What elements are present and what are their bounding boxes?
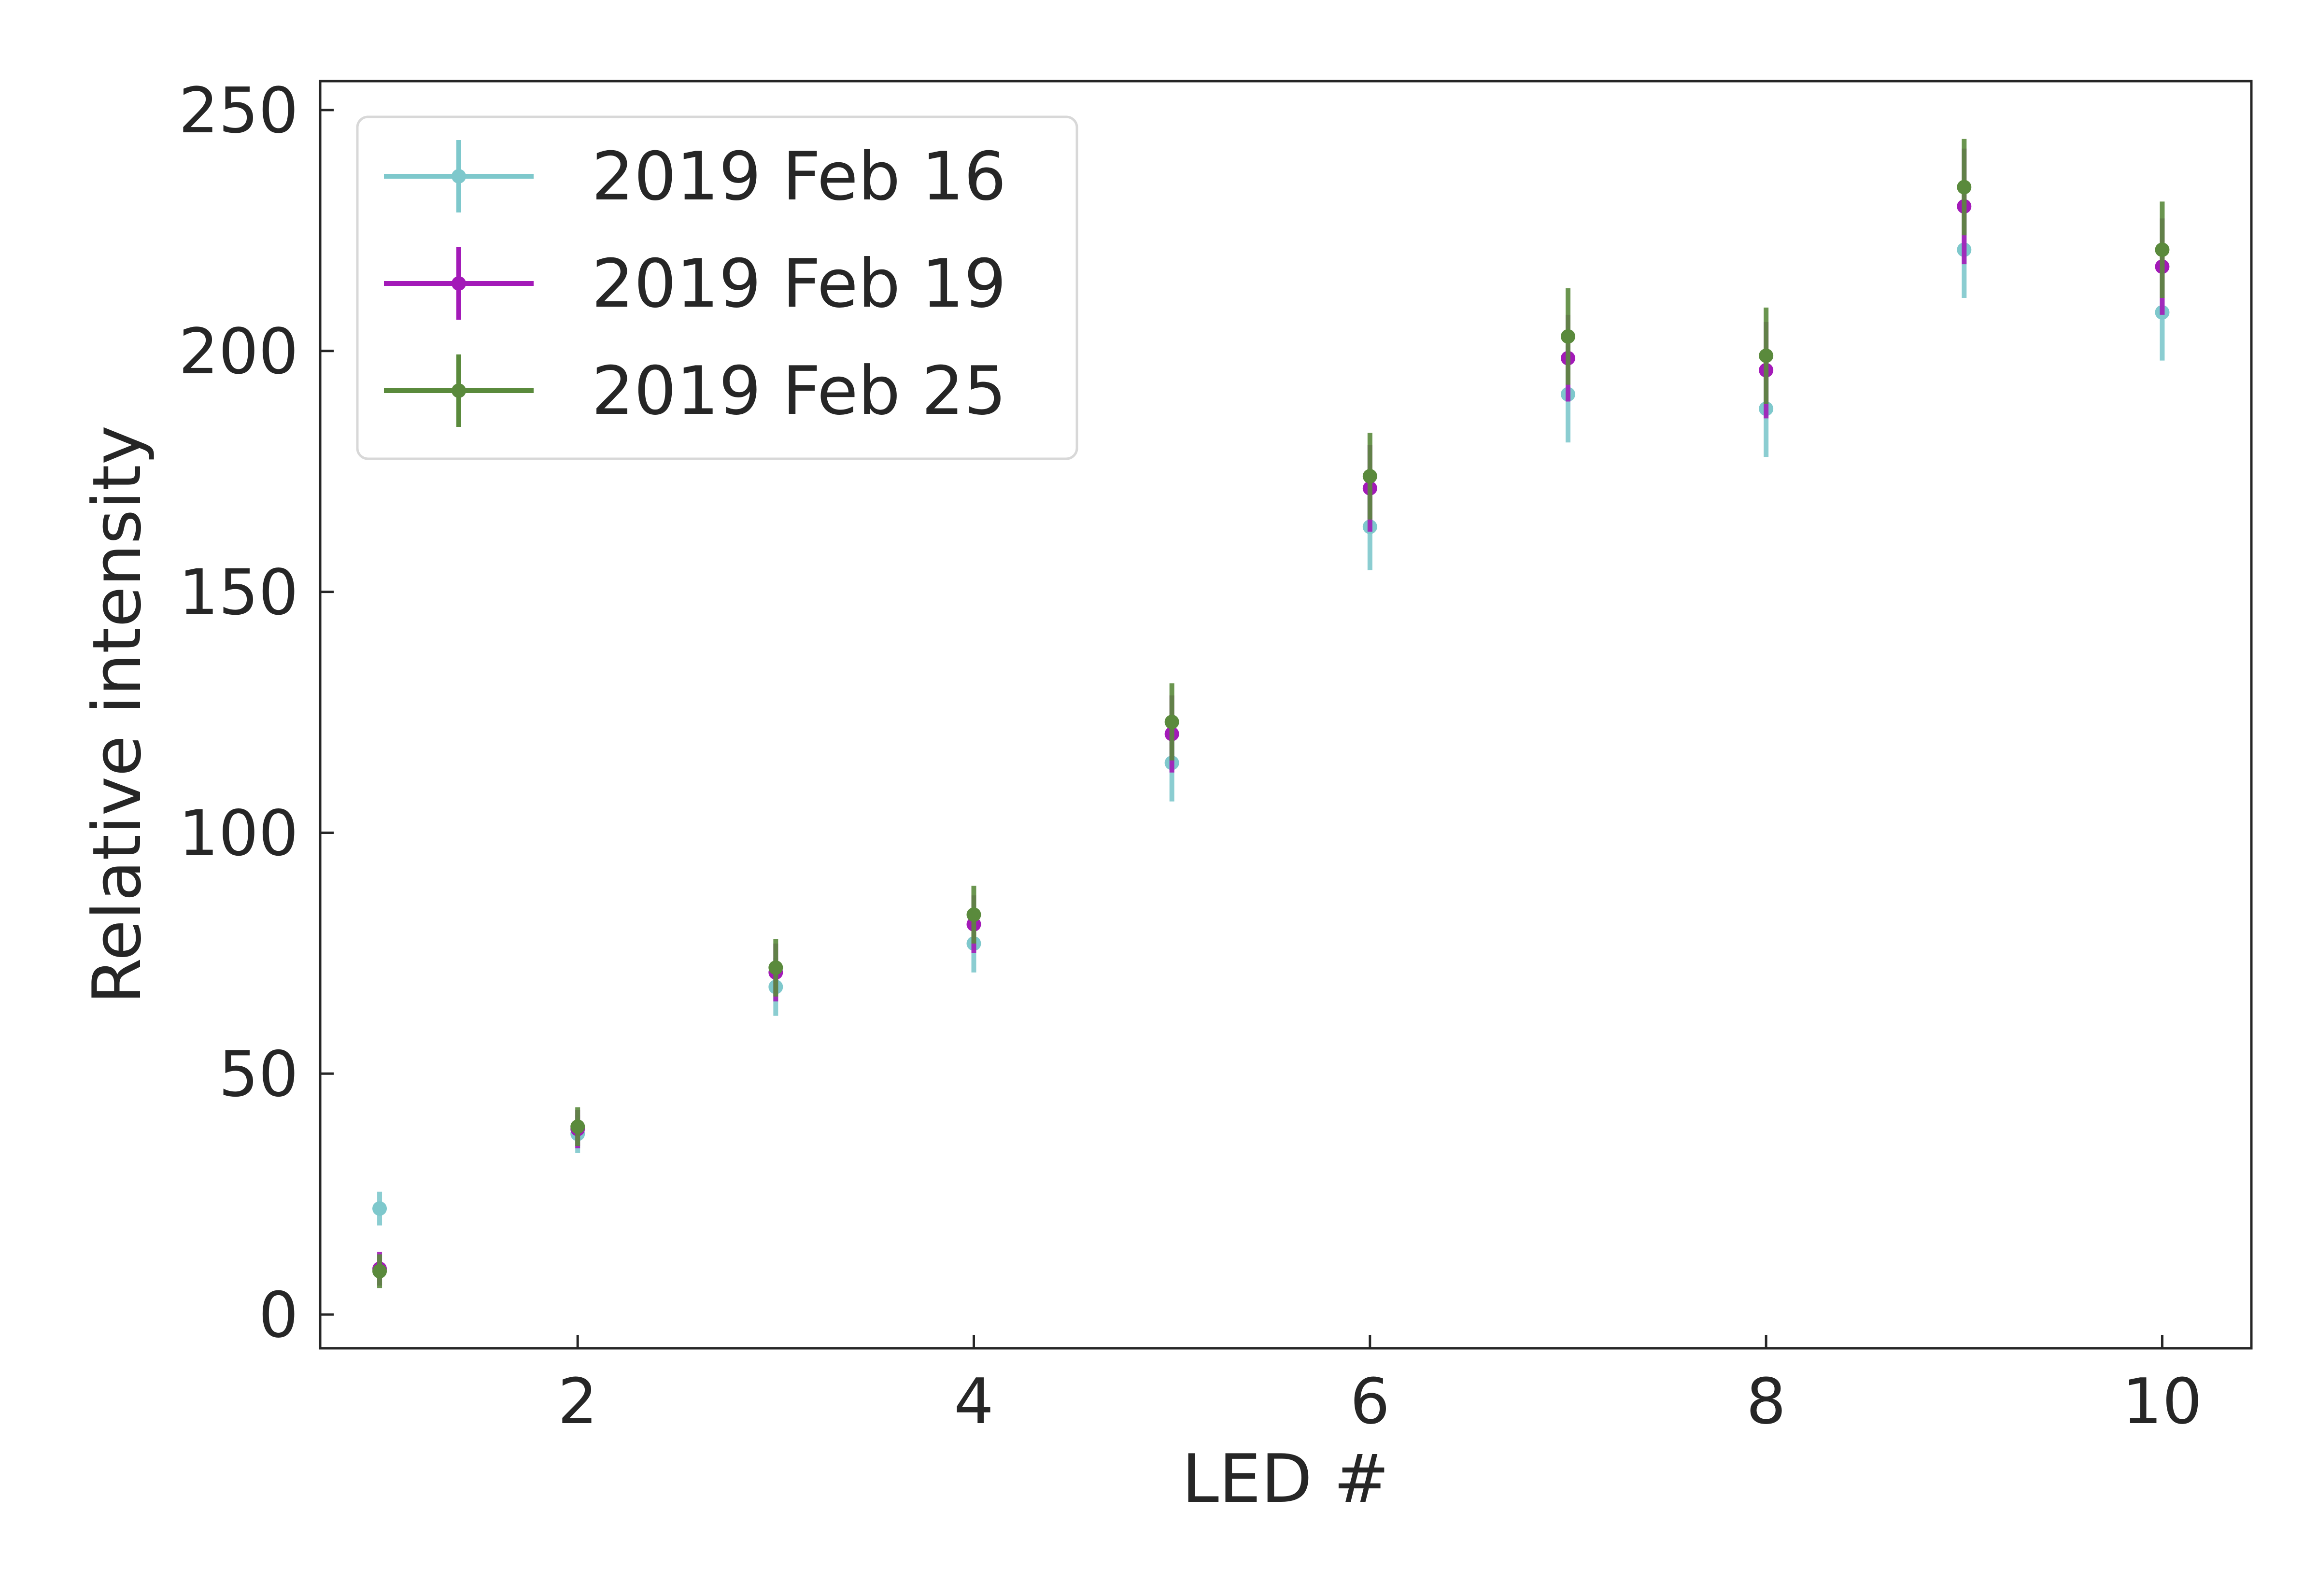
legend-marker-2	[452, 383, 466, 398]
data-point-2-3	[966, 907, 981, 922]
legend-label-2: 2019 Feb 25	[592, 352, 1006, 430]
x-tick-label-0: 2	[558, 1365, 598, 1438]
y-tick-label-5: 250	[179, 74, 298, 147]
legend-label-0: 2019 Feb 16	[592, 138, 1006, 215]
legend-marker-0	[452, 169, 466, 184]
x-tick-label-4: 10	[2122, 1365, 2202, 1438]
legend-entry-0: 2019 Feb 16	[384, 138, 1006, 215]
y-tick-label-2: 100	[179, 796, 298, 870]
x-tick-label-3: 8	[1746, 1365, 1786, 1438]
legend-box	[356, 115, 1078, 460]
data-point-2-4	[1164, 714, 1179, 729]
data-point-2-6	[1560, 329, 1575, 344]
legend-label-1: 2019 Feb 19	[592, 245, 1006, 323]
plot-frame	[319, 80, 2253, 1350]
data-point-2-2	[768, 960, 783, 975]
data-point-0-0	[372, 1201, 387, 1216]
y-tick-label-0: 0	[258, 1278, 298, 1352]
y-tick-label-3: 150	[179, 556, 298, 629]
legend: 2019 Feb 16 2019 Feb 19 2019 Feb 25	[356, 115, 1078, 460]
legend-marker-1	[452, 276, 466, 291]
series-2	[372, 139, 2170, 1288]
y-axis-label: Relative intensity	[78, 425, 156, 1004]
data-point-2-9	[2155, 242, 2170, 257]
y-tick-label-1: 50	[219, 1037, 298, 1111]
legend-entry-1: 2019 Feb 19	[384, 245, 1006, 323]
x-axis-label: LED #	[1182, 1440, 1389, 1518]
data-point-2-0	[372, 1264, 387, 1279]
data-point-2-5	[1362, 469, 1377, 484]
y-tick-label-4: 200	[179, 315, 298, 388]
data-point-2-7	[1759, 348, 1774, 363]
data-point-2-1	[570, 1119, 585, 1134]
legend-entry-2: 2019 Feb 25	[384, 352, 1006, 430]
data-marks	[372, 139, 2170, 1288]
x-tick-label-2: 6	[1350, 1365, 1390, 1438]
x-tick-label-1: 4	[954, 1365, 994, 1438]
data-point-2-8	[1957, 180, 1972, 195]
